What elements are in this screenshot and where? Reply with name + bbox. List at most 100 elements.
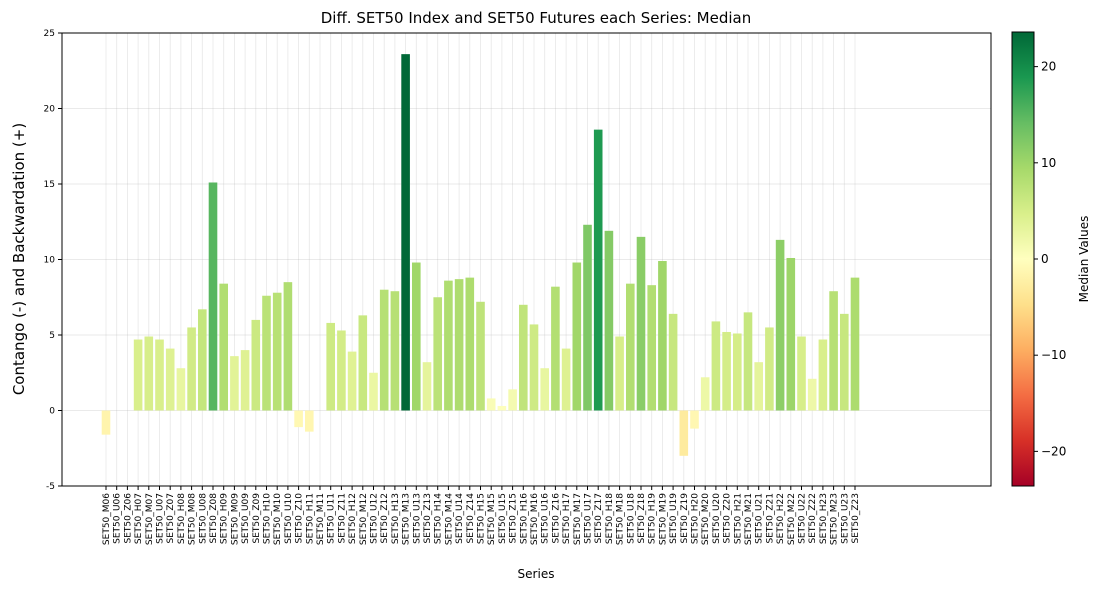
x-tick-label: SET50_U17 (584, 493, 594, 544)
x-tick-label: SET50_U14 (455, 493, 465, 544)
x-tick-label: SET50_Z23 (851, 493, 861, 543)
x-tick-label: SET50_U12 (370, 493, 380, 544)
x-tick-label: SET50_U23 (840, 493, 850, 544)
x-tick-label: SET50_Z12 (380, 493, 390, 543)
x-tick-label: SET50_Z20 (723, 493, 733, 544)
x-tick-label: SET50_U22 (798, 493, 808, 544)
x-tick-label: SET50_M07 (145, 493, 155, 545)
x-tick-label: SET50_U08 (198, 493, 208, 544)
bar (454, 279, 464, 411)
x-tick-label: SET50_U15 (498, 493, 508, 544)
bar (775, 239, 785, 411)
bar (658, 261, 667, 411)
bar (283, 282, 293, 411)
x-tick-label: SET50_U10 (284, 493, 294, 544)
bar (155, 339, 164, 411)
x-tick-label: SET50_U21 (755, 493, 765, 544)
bar (551, 286, 560, 411)
colorbar-tick-label: 20 (1041, 60, 1056, 74)
grid (62, 32, 991, 487)
colorbar-label: Median Values (1077, 216, 1091, 303)
x-tick-label: SET50_M21 (744, 493, 754, 545)
x-axis: SET50_M06 SET50_U06 SET50_Z06 SET50_H07 SET5… (102, 486, 861, 545)
x-tick-label: SET50_M09 (230, 493, 240, 545)
bar (583, 224, 592, 411)
bar (401, 54, 410, 411)
bar (829, 291, 838, 411)
bar (647, 285, 656, 411)
bar (198, 309, 207, 411)
x-tick-label: SET50_M06 (102, 493, 112, 545)
bar (326, 322, 335, 411)
bar (305, 410, 314, 432)
x-tick-label: SET50_H10 (263, 493, 273, 544)
y-tick-label: 25 (44, 29, 55, 39)
bar (176, 368, 186, 411)
x-tick-label: SET50_H11 (305, 493, 315, 544)
x-tick-label: SET50_H14 (434, 493, 444, 544)
x-tick-label: SET50_H08 (177, 493, 187, 544)
bar (786, 257, 796, 411)
x-tick-label: SET50_U20 (712, 493, 722, 544)
bar (733, 333, 742, 411)
bar (636, 236, 646, 411)
bar (561, 348, 571, 411)
y-tick-label: 0 (49, 407, 55, 417)
x-tick-label: SET50_Z10 (295, 493, 305, 544)
bar (743, 312, 753, 411)
x-tick-label: SET50_H13 (391, 493, 401, 544)
x-tick-label: SET50_M20 (701, 493, 711, 545)
x-tick-label: SET50_H09 (220, 493, 230, 544)
bar (272, 292, 282, 411)
colorbar-gradient (1011, 31, 1035, 487)
x-tick-label: SET50_M12 (359, 493, 369, 545)
bars (101, 54, 860, 456)
x-tick-label: SET50_M23 (830, 493, 840, 545)
x-tick-label: SET50_M11 (316, 493, 326, 545)
y-tick-label: 20 (44, 105, 56, 115)
y-axis-label: Contango (-) and Backwardation (+) (10, 123, 28, 395)
x-tick-label: SET50_H17 (562, 493, 572, 544)
bar (690, 410, 699, 429)
x-tick-label: SET50_H23 (819, 493, 829, 544)
x-tick-label: SET50_H18 (605, 493, 615, 544)
bar (711, 321, 721, 411)
x-tick-label: SET50_U13 (412, 493, 422, 544)
colorbar-tick-label: 10 (1041, 156, 1056, 170)
x-tick-label: SET50_H20 (691, 493, 701, 544)
x-tick-label: SET50_U19 (669, 493, 679, 544)
bar (818, 339, 828, 411)
x-tick-label: SET50_H12 (348, 493, 358, 544)
x-tick-label: SET50_M22 (787, 493, 797, 545)
bar (519, 304, 528, 411)
x-tick-label: SET50_U18 (626, 493, 636, 544)
bar (508, 389, 517, 411)
x-tick-label: SET50_Z13 (423, 493, 433, 543)
x-tick-label: SET50_M08 (188, 493, 198, 545)
bar (497, 405, 507, 411)
bar (722, 331, 731, 411)
bar (251, 319, 261, 411)
y-tick-label: 10 (44, 256, 56, 266)
bar (240, 350, 250, 411)
x-tick-label: SET50_Z08 (209, 493, 219, 544)
bar (230, 356, 239, 411)
colorbar-tick-label: −20 (1041, 444, 1066, 458)
bar (337, 330, 346, 411)
bar (262, 295, 271, 411)
y-axis: -5 0 5 10 15 20 25 (44, 29, 62, 492)
bar (797, 336, 806, 411)
x-tick-label: SET50_U16 (541, 493, 551, 544)
x-tick-label: SET50_H21 (733, 493, 743, 544)
bar (529, 324, 539, 411)
bar (850, 277, 860, 411)
bar (219, 283, 228, 411)
bar (101, 410, 111, 435)
bar (604, 230, 614, 411)
x-tick-label: SET50_H15 (477, 493, 487, 544)
bar (379, 289, 389, 411)
bar (465, 277, 475, 411)
bar (840, 313, 849, 411)
bar (668, 313, 678, 411)
bar (593, 129, 603, 411)
